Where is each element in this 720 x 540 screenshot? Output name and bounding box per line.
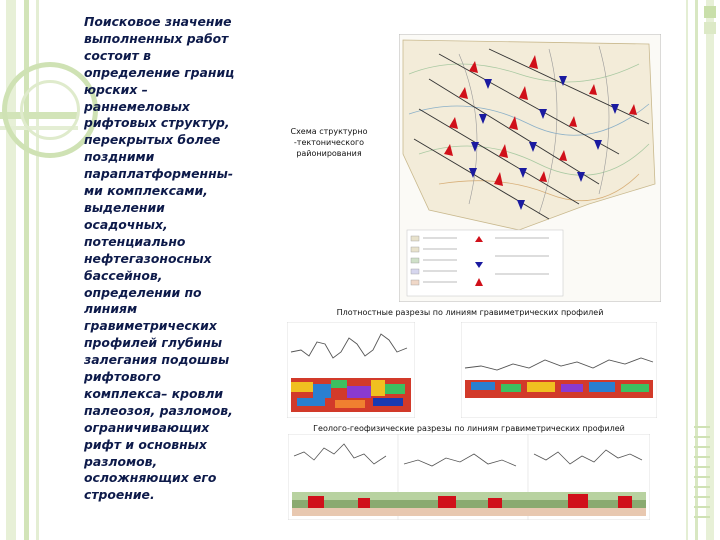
decor-band [24, 0, 29, 540]
density-section-image [461, 322, 657, 418]
tectonic-map-image [399, 34, 661, 302]
caption-geo-sections: Геолого-геофизические разрезы по линиям … [313, 424, 625, 433]
decor-ticks [694, 418, 710, 518]
decor-square [704, 22, 716, 34]
decor-band [36, 0, 39, 540]
decor-band [686, 0, 688, 540]
slide-body-text: Поисковое значение выполненных работ сос… [84, 14, 235, 503]
caption-tectonic-scheme: Схема структурно -тектонического районир… [290, 127, 368, 158]
decor-band [6, 0, 16, 540]
geo-section-image [288, 434, 650, 520]
decor-square [704, 6, 716, 18]
decor-ring [20, 80, 80, 140]
decor-band [706, 0, 714, 540]
decor-ring [2, 62, 98, 158]
decor-band [695, 0, 698, 540]
caption-density-sections: Плотностные разрезы по линиям гравиметри… [336, 308, 604, 317]
density-section-image [287, 322, 415, 418]
